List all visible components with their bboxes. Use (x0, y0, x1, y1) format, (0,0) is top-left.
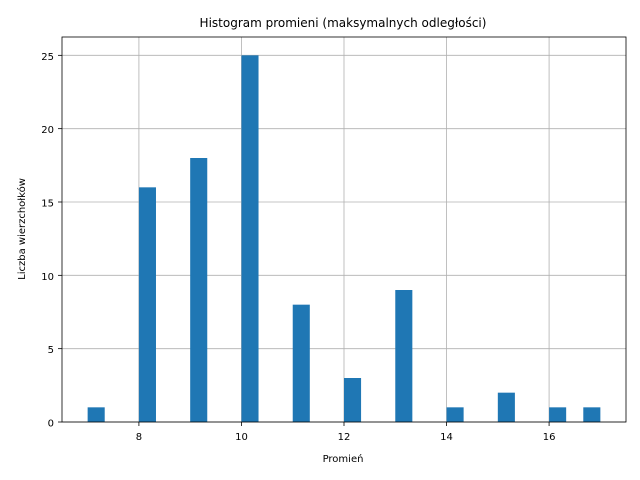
histogram-bar (241, 55, 259, 422)
x-tick-label: 14 (440, 432, 453, 443)
x-axis-ticks: 8 10 12 14 16 (136, 422, 556, 443)
y-tick-label: 25 (41, 52, 54, 63)
histogram-bar (446, 407, 464, 422)
x-tick-label: 12 (338, 432, 351, 443)
histogram-bar (138, 187, 156, 422)
y-tick-label: 5 (48, 345, 54, 356)
x-axis-label: Promień (323, 453, 364, 465)
y-tick-label: 0 (48, 419, 54, 430)
histogram-bar (87, 407, 105, 422)
histogram-bar (344, 378, 362, 422)
histogram-bar (395, 290, 413, 422)
y-tick-label: 15 (41, 199, 54, 210)
y-axis-ticks: 0 5 10 15 20 25 (41, 52, 62, 430)
histogram-bar (583, 407, 601, 422)
y-axis-label: Liczba wierzchołków (16, 178, 28, 280)
histogram-bar (292, 304, 310, 422)
x-tick-label: 16 (543, 432, 556, 443)
chart-title: Histogram promieni (maksymalnych odległo… (200, 16, 487, 30)
y-tick-label: 10 (41, 272, 54, 283)
histogram-bar (190, 158, 208, 422)
y-tick-label: 20 (41, 125, 54, 136)
bars (87, 55, 601, 422)
x-tick-label: 8 (136, 432, 142, 443)
x-tick-label: 10 (235, 432, 248, 443)
histogram-bar (549, 407, 567, 422)
histogram-bar (497, 392, 515, 422)
